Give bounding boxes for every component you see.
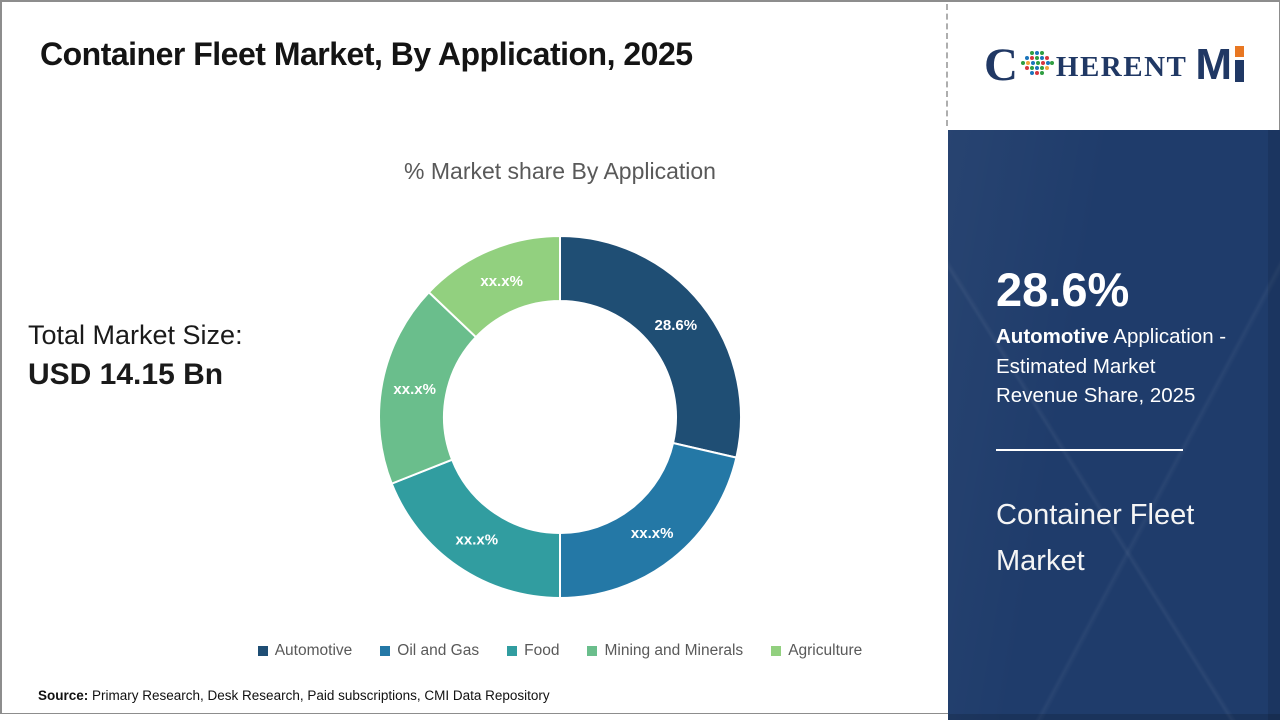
- page-title: Container Fleet Market, By Application, …: [40, 36, 693, 72]
- slice-label: 28.6%: [655, 317, 698, 334]
- legend-label: Agriculture: [788, 642, 863, 659]
- donut-chart: 28.6% xx.x% xx.x% xx.x% xx.x%: [370, 227, 750, 607]
- legend-swatch: [257, 646, 268, 656]
- coherentmi-logo: C HERENT M: [948, 0, 1280, 130]
- total-market-size-value: USD 14.15 Bn: [28, 358, 224, 391]
- highlight-desc-line2: Estimated Market: [996, 354, 1156, 378]
- legend-swatch: [380, 646, 391, 656]
- donut-segment-agriculture: [427, 234, 561, 339]
- legend-item-agriculture: Agriculture: [771, 642, 862, 660]
- chart-legend: Automotive Oil and Gas Food Mining and Mine…: [0, 642, 1120, 660]
- logo-row: C HERENT M: [983, 38, 1245, 91]
- source-label: Source:: [38, 688, 89, 703]
- legend-swatch: [587, 646, 598, 656]
- legend-swatch: [507, 646, 518, 656]
- highlight-desc-line1: Application -: [1108, 325, 1227, 348]
- source-text: Primary Research, Desk Research, Paid su…: [88, 688, 550, 703]
- donut-segment-food: [390, 458, 561, 600]
- legend-swatch: [771, 646, 782, 656]
- total-market-size: Total Market Size: USD 14.15 Bn: [28, 320, 243, 392]
- slice-label: xx.x%: [631, 525, 674, 542]
- highlight-percentage: 28.6%: [996, 263, 1130, 316]
- legend-label: Food: [524, 642, 560, 659]
- legend-item-food: Food: [507, 642, 559, 660]
- donut-segment-oil-and-gas: [559, 441, 738, 600]
- source-note: Source: Primary Research, Desk Research,…: [38, 688, 550, 703]
- chart-title: % Market share By Application: [404, 158, 716, 184]
- highlight-desc-line3: Revenue Share, 2025: [996, 384, 1196, 407]
- legend-label: Mining and Minerals: [604, 642, 744, 659]
- panel-report-title: Container Fleet Market: [996, 499, 1195, 577]
- logo-letters-herent: HERENT: [1055, 50, 1188, 83]
- logo-letter-i-icon: [1235, 46, 1245, 82]
- slice-label: xx.x%: [393, 381, 436, 398]
- panel-divider: [996, 449, 1183, 451]
- legend-item-automotive: Automotive: [257, 642, 353, 660]
- slice-label: xx.x%: [480, 273, 523, 290]
- donut-segment-automotive: [559, 234, 742, 459]
- legend-label: Oil and Gas: [397, 642, 480, 659]
- total-market-size-label: Total Market Size:: [28, 320, 243, 350]
- legend-item-oil-and-gas: Oil and Gas: [380, 642, 479, 660]
- highlight-segment-name: Automotive: [996, 325, 1109, 348]
- logo-letter-m: M: [1195, 40, 1232, 89]
- logo-letter-c: C: [983, 38, 1018, 91]
- highlight-panel: 28.6% Automotive Application - Estimated…: [948, 130, 1280, 720]
- legend-label: Automotive: [274, 642, 353, 659]
- slice-label: xx.x%: [456, 531, 499, 548]
- dashed-divider: [946, 4, 948, 126]
- globe-dots-icon: [1019, 47, 1055, 88]
- highlight-description: Automotive Application - Estimated Marke…: [996, 322, 1246, 411]
- legend-item-mining-and-minerals: Mining and Minerals: [587, 642, 743, 660]
